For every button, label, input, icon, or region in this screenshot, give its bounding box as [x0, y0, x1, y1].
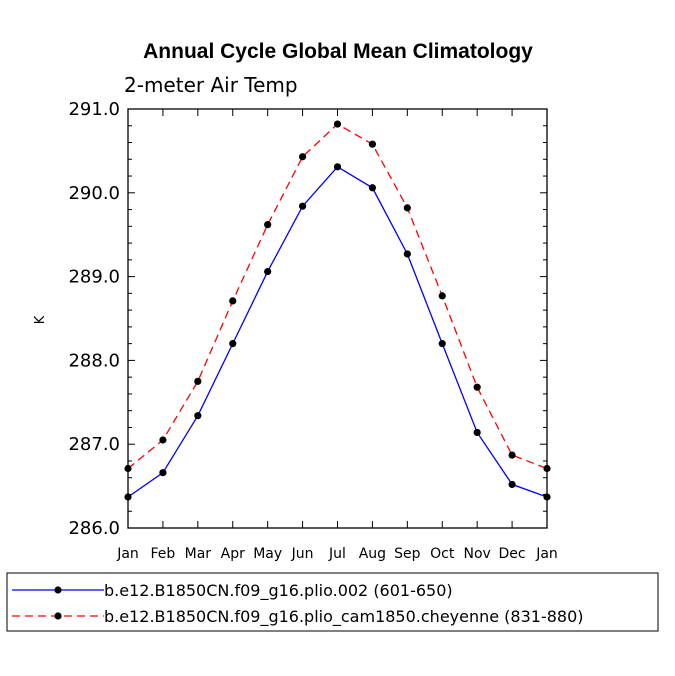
x-tick-label: Jun [291, 546, 314, 562]
series-1-point [298, 202, 307, 210]
legend: b.e12.B1850CN.f09_g16.plio.002 (601-650)… [6, 572, 659, 632]
legend-marker-2 [54, 612, 62, 620]
series-1-point [159, 469, 167, 477]
x-tick-label: Jul [328, 546, 346, 562]
y-tick-label: 286.0 [68, 518, 120, 539]
y-tick-label: 288.0 [68, 350, 120, 371]
y-tick-label: 287.0 [68, 434, 120, 455]
x-tick-label: Apr [221, 546, 245, 562]
series-2-point [159, 436, 167, 444]
x-tick-label: Feb [151, 546, 176, 562]
series-2-point [403, 204, 411, 212]
y-tick-label: 291.0 [68, 99, 120, 120]
chart-subtitle: 2-meter Air Temp [124, 73, 298, 97]
legend-marker-1 [54, 586, 62, 594]
series-2-point [508, 451, 516, 459]
series-1-point [194, 412, 202, 420]
series-1-point [403, 250, 411, 258]
x-tick-label: Mar [185, 546, 212, 562]
y-axis-label: K [33, 315, 48, 324]
chart-title: Annual Cycle Global Mean Climatology [143, 40, 533, 63]
series-2-point [473, 383, 481, 391]
series-1-point [333, 163, 342, 171]
series-1-point [508, 480, 516, 489]
legend-label-1: b.e12.B1850CN.f09_g16.plio.002 (601-650) [104, 581, 453, 601]
x-tick-label: Nov [464, 546, 491, 562]
plot-frame [127, 108, 548, 529]
y-tick-labels: 286.0 287.0 288.0 289.0 290.0 291.0 [68, 99, 120, 539]
x-tick-labels: Jan Feb Mar Apr May Jun Jul Aug Sep Oct Nov Dec Jan [116, 546, 558, 562]
series-2-point [298, 153, 307, 161]
legend-box [6, 572, 659, 632]
series-2-point [333, 120, 342, 128]
x-tick-label: Jan [116, 546, 139, 562]
x-tick-label: Jan [535, 546, 558, 562]
series-line-2 [127, 123, 548, 470]
series-layer [124, 120, 551, 501]
series-1-point [473, 428, 481, 437]
series-2-point [194, 377, 202, 385]
y-tick-label: 289.0 [68, 267, 120, 288]
x-tick-label: Oct [430, 546, 455, 562]
x-tick-label: Aug [359, 546, 386, 562]
series-2-point [264, 221, 272, 229]
x-tick-label: May [253, 546, 282, 562]
series-1-point [438, 340, 446, 348]
x-tick-label: Sep [394, 546, 421, 562]
legend-label-2: b.e12.B1850CN.f09_g16.plio_cam1850.cheye… [104, 607, 584, 627]
series-1-point [264, 267, 272, 276]
series-1-point [229, 340, 237, 348]
series-2-point [368, 140, 377, 148]
axis-ticks [127, 108, 548, 529]
series-2-point [229, 297, 237, 305]
series-1-point [368, 184, 377, 192]
series-line-1 [127, 165, 548, 498]
series-2-point [438, 292, 446, 300]
x-tick-label: Dec [499, 546, 526, 562]
y-tick-label: 290.0 [68, 183, 120, 204]
